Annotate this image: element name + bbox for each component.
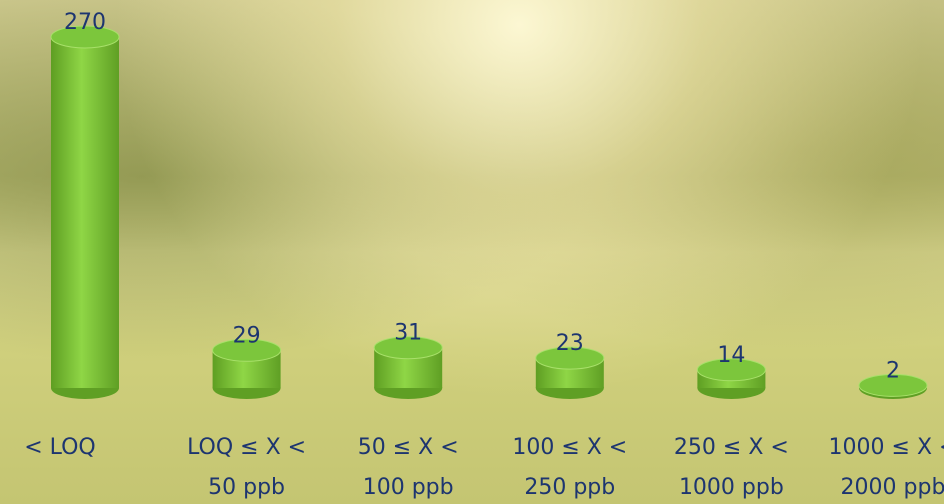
value-label: 14 [717, 343, 745, 368]
category-label: 50 ≤ X < 100 ppb [328, 428, 488, 504]
cylinder [51, 26, 119, 399]
cylinder [374, 337, 442, 399]
category-label: < LOQ [0, 428, 140, 468]
category-label: 250 ≤ X < 1000 ppb [651, 428, 811, 504]
category-label: 1000 ≤ X < 2000 ppb [813, 428, 944, 504]
value-label: 31 [394, 321, 422, 346]
category-label: LOQ ≤ X < 50 ppb [167, 428, 327, 504]
value-label: 270 [64, 10, 106, 35]
chart: 270 29 31 23 14 2 < LOQ LOQ ≤ X < 50 ppb50 ≤ X… [0, 0, 944, 504]
category-label: 100 ≤ X < 250 ppb [490, 428, 650, 504]
bar [51, 37, 119, 388]
value-label: 29 [233, 323, 261, 348]
value-label: 23 [556, 331, 584, 356]
value-label: 2 [886, 358, 900, 383]
